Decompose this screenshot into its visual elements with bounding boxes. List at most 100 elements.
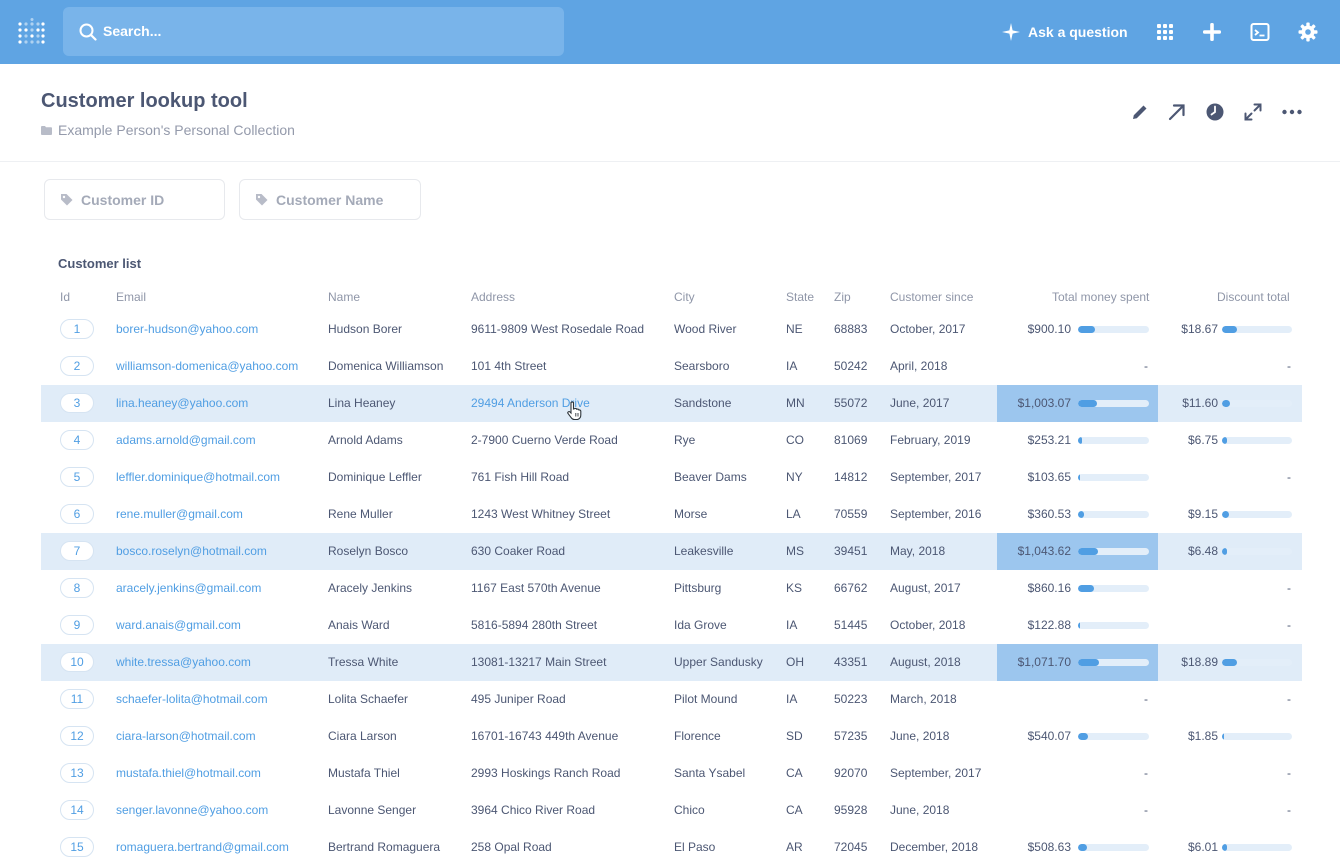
cell-total-money-spent[interactable]: $360.53 bbox=[997, 496, 1158, 533]
table-row[interactable]: 5 leffler.dominique@hotmail.com Dominique … bbox=[41, 459, 1302, 496]
cell-discount-total[interactable]: $6.75 bbox=[1187, 433, 1218, 447]
cell-total-money-spent[interactable]: $1,043.62 bbox=[997, 533, 1158, 570]
table-row[interactable]: 1 borer-hudson@yahoo.com Hudson Borer 9611-… bbox=[41, 311, 1302, 348]
cell-state: KS bbox=[786, 581, 803, 595]
cell-email[interactable]: ciara-larson@hotmail.com bbox=[116, 729, 256, 743]
cell-id[interactable]: 2 bbox=[60, 356, 94, 376]
column-header-zip[interactable]: Zip bbox=[834, 290, 851, 304]
cell-discount-total[interactable]: $9.15 bbox=[1187, 507, 1218, 521]
search-input[interactable]: Search... bbox=[63, 7, 564, 56]
cell-total-money-spent[interactable]: $508.63 bbox=[997, 829, 1158, 866]
cell-total-money-spent[interactable]: $122.88 bbox=[997, 607, 1158, 644]
table-row[interactable]: 15 romaguera.bertrand@gmail.com Bertrand R… bbox=[41, 829, 1302, 866]
table-row[interactable]: 7 bosco.roselyn@hotmail.com Roselyn Bosco 6… bbox=[41, 533, 1302, 570]
cell-address: 258 Opal Road bbox=[471, 840, 552, 854]
customer-id-filter[interactable]: Customer ID bbox=[44, 179, 225, 220]
table-row[interactable]: 14 senger.lavonne@yahoo.com Lavonne Senger… bbox=[41, 792, 1302, 829]
cell-id[interactable]: 8 bbox=[60, 578, 94, 598]
plus-icon[interactable] bbox=[1202, 22, 1222, 42]
cell-email[interactable]: williamson-domenica@yahoo.com bbox=[116, 359, 299, 373]
table-row[interactable]: 11 schaefer-lolita@hotmail.com Lolita Scha… bbox=[41, 681, 1302, 718]
cell-discount-total[interactable]: $6.01 bbox=[1187, 840, 1218, 854]
table-row[interactable]: 6 rene.muller@gmail.com Rene Muller 1243 We… bbox=[41, 496, 1302, 533]
cell-email[interactable]: rene.muller@gmail.com bbox=[116, 507, 243, 521]
expand-icon[interactable] bbox=[1243, 102, 1263, 122]
cell-email[interactable]: aracely.jenkins@gmail.com bbox=[116, 581, 262, 595]
cell-city: Pittsburg bbox=[674, 581, 722, 595]
cell-address[interactable]: 29494 Anderson Drive bbox=[471, 396, 590, 410]
more-icon[interactable] bbox=[1282, 102, 1302, 122]
cell-email[interactable]: white.tressa@yahoo.com bbox=[116, 655, 251, 669]
cell-email[interactable]: lina.heaney@yahoo.com bbox=[116, 396, 249, 410]
cell-customer-since: October, 2017 bbox=[890, 322, 966, 336]
table-row[interactable]: 9 ward.anais@gmail.com Anais Ward 5816-5894… bbox=[41, 607, 1302, 644]
table-row[interactable]: 10 white.tressa@yahoo.com Tressa White 1308… bbox=[41, 644, 1302, 681]
pencil-icon[interactable] bbox=[1130, 102, 1150, 122]
column-header-name[interactable]: Name bbox=[328, 290, 361, 304]
column-header-id[interactable]: Id bbox=[60, 290, 71, 304]
column-header-total-money-spent[interactable]: Total money spent bbox=[1052, 290, 1150, 304]
cell-email[interactable]: schaefer-lolita@hotmail.com bbox=[116, 692, 268, 706]
cell-id[interactable]: 9 bbox=[60, 615, 94, 635]
grid-icon[interactable] bbox=[1155, 22, 1175, 42]
cell-id[interactable]: 15 bbox=[60, 837, 94, 857]
money-value: $1,071.70 bbox=[1017, 655, 1071, 669]
cell-id[interactable]: 3 bbox=[60, 393, 94, 413]
cell-email[interactable]: senger.lavonne@yahoo.com bbox=[116, 803, 269, 817]
cell-total-money-spent[interactable]: $1,071.70 bbox=[997, 644, 1158, 681]
cell-total-money-spent[interactable]: $103.65 bbox=[997, 459, 1158, 496]
column-header-city[interactable]: City bbox=[674, 290, 695, 304]
arrow-up-right-icon[interactable] bbox=[1167, 102, 1187, 122]
cell-discount-total[interactable]: $6.48 bbox=[1187, 544, 1218, 558]
cell-address: 1167 East 570th Avenue bbox=[471, 581, 601, 595]
cell-discount-total[interactable]: $18.89 bbox=[1181, 655, 1218, 669]
column-header-address[interactable]: Address bbox=[471, 290, 516, 304]
column-header-customer-since[interactable]: Customer since bbox=[890, 290, 974, 304]
terminal-icon[interactable] bbox=[1250, 22, 1270, 42]
clock-icon[interactable] bbox=[1205, 102, 1225, 122]
cell-total-money-spent[interactable]: $900.10 bbox=[997, 311, 1158, 348]
cell-discount-total[interactable]: $18.67 bbox=[1181, 322, 1218, 336]
cell-email[interactable]: romaguera.bertrand@gmail.com bbox=[116, 840, 289, 854]
table-row[interactable]: 4 adams.arnold@gmail.com Arnold Adams 2-790… bbox=[41, 422, 1302, 459]
money-progress-fill bbox=[1078, 474, 1080, 481]
cell-id[interactable]: 14 bbox=[60, 800, 94, 820]
cell-total-money-spent[interactable]: $540.07 bbox=[997, 718, 1158, 755]
table-row[interactable]: 3 lina.heaney@yahoo.com Lina Heaney 29494 A… bbox=[41, 385, 1302, 422]
cell-id[interactable]: 10 bbox=[60, 652, 94, 672]
gear-icon[interactable] bbox=[1298, 22, 1318, 42]
customer-id-filter-label: Customer ID bbox=[81, 192, 165, 208]
column-header-state[interactable]: State bbox=[786, 290, 815, 304]
cell-total-money-spent[interactable]: $253.21 bbox=[997, 422, 1158, 459]
metabase-logo-icon[interactable] bbox=[18, 18, 45, 46]
cell-id[interactable]: 1 bbox=[60, 319, 94, 339]
cell-discount-total[interactable]: $1.85 bbox=[1187, 729, 1218, 743]
cell-id[interactable]: 6 bbox=[60, 504, 94, 524]
cell-total-money-spent[interactable]: $860.16 bbox=[997, 570, 1158, 607]
cell-id[interactable]: 7 bbox=[60, 541, 94, 561]
cell-email[interactable]: borer-hudson@yahoo.com bbox=[116, 322, 259, 336]
cell-id[interactable]: 11 bbox=[60, 689, 94, 709]
cell-total-money-spent: - bbox=[1144, 766, 1148, 780]
ask-question-button[interactable]: Ask a question bbox=[1002, 22, 1128, 42]
table-row[interactable]: 8 aracely.jenkins@gmail.com Aracely Jenkin… bbox=[41, 570, 1302, 607]
cell-email[interactable]: mustafa.thiel@hotmail.com bbox=[116, 766, 261, 780]
cell-email[interactable]: ward.anais@gmail.com bbox=[116, 618, 241, 632]
table-row[interactable]: 12 ciara-larson@hotmail.com Ciara Larson 16… bbox=[41, 718, 1302, 755]
cell-id[interactable]: 13 bbox=[60, 763, 94, 783]
table-row[interactable]: 2 williamson-domenica@yahoo.com Domenica W… bbox=[41, 348, 1302, 385]
cell-zip: 14812 bbox=[834, 470, 868, 484]
cell-email[interactable]: bosco.roselyn@hotmail.com bbox=[116, 544, 267, 558]
cell-id[interactable]: 12 bbox=[60, 726, 94, 746]
column-header-email[interactable]: Email bbox=[116, 290, 147, 304]
cell-total-money-spent[interactable]: $1,003.07 bbox=[997, 385, 1158, 422]
cell-id[interactable]: 5 bbox=[60, 467, 94, 487]
collection-breadcrumb[interactable]: Example Person's Personal Collection bbox=[41, 122, 295, 138]
cell-id[interactable]: 4 bbox=[60, 430, 94, 450]
cell-email[interactable]: leffler.dominique@hotmail.com bbox=[116, 470, 281, 484]
customer-name-filter[interactable]: Customer Name bbox=[239, 179, 421, 220]
table-row[interactable]: 13 mustafa.thiel@hotmail.com Mustafa Thiel… bbox=[41, 755, 1302, 792]
cell-discount-total[interactable]: $11.60 bbox=[1182, 396, 1218, 410]
cell-email[interactable]: adams.arnold@gmail.com bbox=[116, 433, 256, 447]
column-header-discount-total[interactable]: Discount total bbox=[1217, 290, 1290, 304]
